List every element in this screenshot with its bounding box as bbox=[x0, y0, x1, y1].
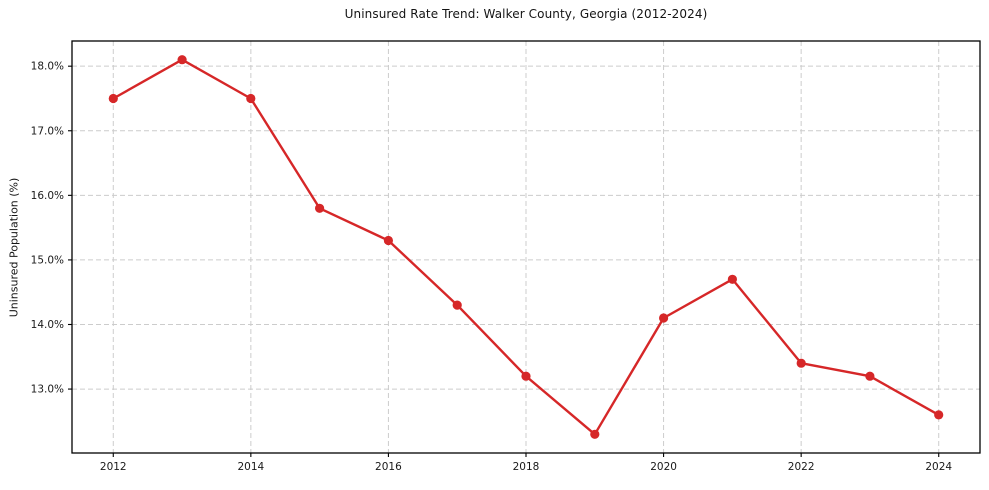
data-point-marker bbox=[521, 371, 531, 381]
y-tick-label: 17.0% bbox=[31, 125, 64, 137]
x-tick-label: 2020 bbox=[650, 461, 677, 473]
x-tick-label: 2022 bbox=[788, 461, 815, 473]
x-tick-label: 2014 bbox=[237, 461, 264, 473]
chart-title: Uninsured Rate Trend: Walker County, Geo… bbox=[344, 7, 708, 21]
y-tick-label: 14.0% bbox=[31, 319, 64, 331]
y-tick-label: 13.0% bbox=[31, 384, 64, 396]
data-point-marker bbox=[452, 300, 462, 310]
data-point-marker bbox=[315, 203, 325, 213]
data-point-marker bbox=[177, 55, 187, 65]
x-tick-label: 2018 bbox=[513, 461, 540, 473]
data-point-marker bbox=[659, 313, 669, 323]
data-point-marker bbox=[108, 93, 118, 104]
y-tick-label: 15.0% bbox=[31, 254, 64, 266]
x-tick-label: 2024 bbox=[925, 461, 952, 473]
axes-frame bbox=[71, 40, 981, 454]
x-tick-label: 2012 bbox=[100, 461, 127, 473]
data-point-marker bbox=[246, 93, 256, 104]
x-tick-label: 2016 bbox=[375, 461, 402, 473]
data-point-marker bbox=[727, 274, 738, 284]
y-tick-label: 18.0% bbox=[31, 61, 64, 73]
data-point-marker bbox=[590, 429, 600, 439]
data-point-marker bbox=[796, 358, 806, 368]
data-point-marker bbox=[865, 371, 875, 381]
y-tick-label: 16.0% bbox=[31, 190, 64, 202]
data-point-marker bbox=[934, 410, 944, 420]
data-point-marker bbox=[383, 235, 393, 246]
